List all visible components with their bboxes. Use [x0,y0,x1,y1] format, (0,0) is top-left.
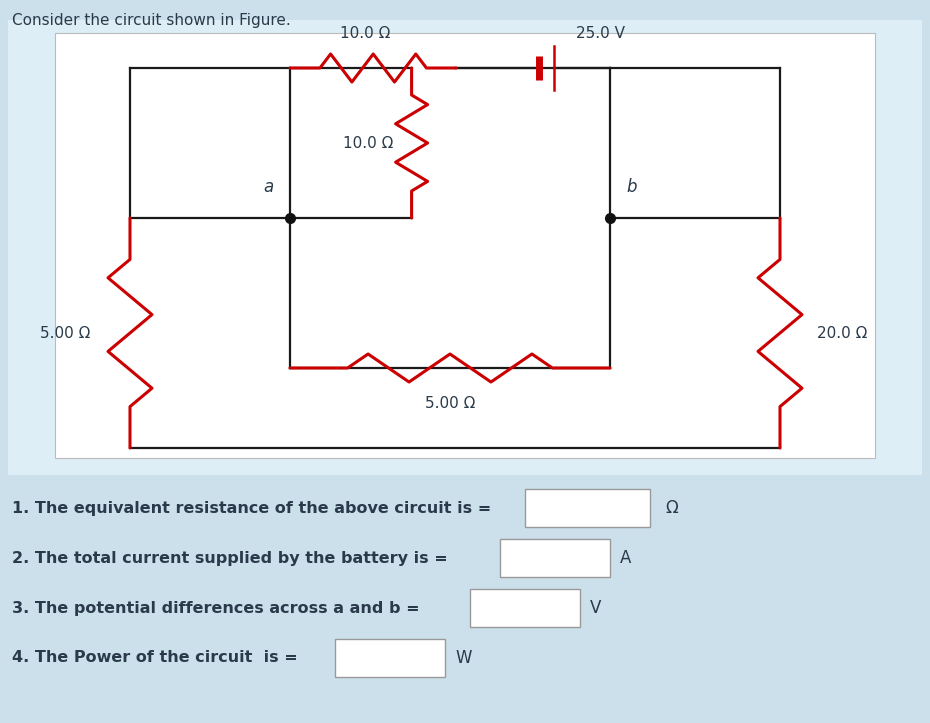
Text: W: W [455,649,472,667]
FancyBboxPatch shape [335,639,445,677]
Text: 2. The total current supplied by the battery is =: 2. The total current supplied by the bat… [12,550,447,565]
Text: 5.00 Ω: 5.00 Ω [425,396,475,411]
Text: 1. The equivalent resistance of the above circuit is =: 1. The equivalent resistance of the abov… [12,500,491,515]
Text: Consider the circuit shown in Figure.: Consider the circuit shown in Figure. [12,13,291,28]
Text: b: b [627,178,637,196]
Text: 5.00 Ω: 5.00 Ω [40,325,90,341]
Text: 3. The potential differences across a and b =: 3. The potential differences across a an… [12,601,419,615]
FancyBboxPatch shape [8,20,922,475]
FancyBboxPatch shape [470,589,580,627]
FancyBboxPatch shape [525,489,650,527]
FancyBboxPatch shape [55,33,875,458]
FancyBboxPatch shape [500,539,610,577]
Text: 10.0 Ω: 10.0 Ω [339,26,390,41]
Text: a: a [263,178,273,196]
Text: V: V [590,599,602,617]
Text: Ω: Ω [665,499,678,517]
Text: 10.0 Ω: 10.0 Ω [343,135,393,150]
Text: A: A [620,549,631,567]
Text: 20.0 Ω: 20.0 Ω [817,325,867,341]
Text: 4. The Power of the circuit  is =: 4. The Power of the circuit is = [12,651,298,665]
Text: 25.0 V: 25.0 V [576,26,625,41]
